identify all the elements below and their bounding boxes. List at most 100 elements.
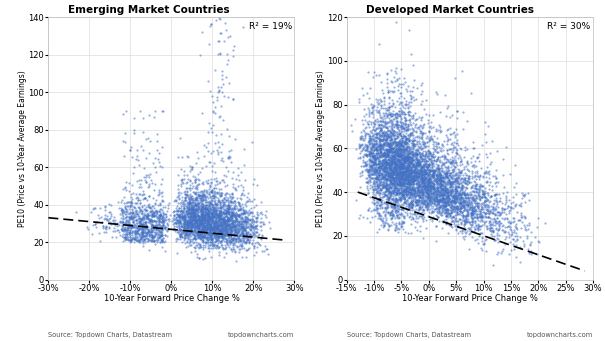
Point: [492, 180, 502, 185]
Point: [388, 193, 398, 198]
Point: [480, 213, 489, 219]
Point: [235, 208, 244, 213]
Point: [202, 229, 212, 235]
Point: [387, 170, 397, 176]
Point: [186, 207, 196, 213]
Point: [434, 199, 443, 205]
Point: [230, 213, 240, 218]
Point: [384, 147, 393, 152]
Point: [222, 227, 232, 233]
Point: [172, 250, 182, 256]
Point: [408, 162, 417, 167]
Point: [233, 223, 243, 228]
Point: [222, 209, 232, 215]
Point: [355, 100, 364, 105]
Point: [207, 187, 217, 193]
Point: [197, 230, 207, 236]
Point: [413, 138, 422, 144]
Point: [207, 214, 217, 219]
Point: [370, 169, 379, 175]
Point: [394, 139, 404, 144]
Point: [452, 209, 462, 214]
Point: [152, 211, 162, 216]
Point: [468, 163, 477, 168]
Point: [392, 163, 402, 169]
Point: [224, 223, 234, 228]
Point: [398, 153, 408, 158]
Point: [384, 104, 394, 110]
Point: [518, 192, 528, 197]
Point: [223, 232, 233, 237]
Point: [398, 148, 408, 153]
Point: [215, 216, 225, 222]
Point: [411, 165, 420, 170]
Point: [187, 213, 197, 219]
Point: [359, 137, 368, 143]
Point: [217, 131, 226, 136]
Point: [222, 51, 232, 57]
Point: [405, 150, 414, 156]
Point: [189, 217, 198, 223]
Point: [385, 94, 394, 100]
Point: [189, 227, 198, 233]
Point: [220, 219, 230, 224]
Point: [404, 188, 413, 194]
Point: [397, 100, 407, 105]
Point: [198, 218, 208, 223]
Point: [438, 197, 448, 202]
Point: [389, 132, 399, 138]
Point: [400, 197, 410, 202]
Point: [411, 165, 420, 170]
Point: [236, 223, 246, 229]
Point: [229, 213, 239, 218]
Point: [399, 165, 409, 170]
Point: [437, 168, 447, 174]
Point: [243, 219, 252, 224]
Point: [392, 116, 402, 121]
Point: [206, 239, 216, 245]
Point: [229, 200, 238, 206]
Point: [378, 117, 388, 122]
Point: [450, 202, 460, 207]
Point: [481, 168, 491, 174]
Point: [418, 189, 428, 194]
Point: [194, 200, 204, 206]
Point: [449, 188, 459, 193]
Point: [189, 212, 198, 217]
Point: [221, 194, 231, 199]
Point: [490, 219, 500, 225]
Point: [243, 229, 252, 235]
Point: [467, 215, 477, 221]
Point: [128, 225, 138, 230]
Point: [175, 220, 185, 226]
Point: [432, 180, 442, 186]
Point: [210, 194, 220, 199]
Point: [393, 158, 403, 163]
Point: [371, 179, 381, 185]
Point: [436, 205, 445, 210]
Point: [408, 175, 417, 180]
Point: [419, 212, 428, 218]
Point: [423, 183, 433, 188]
Point: [382, 139, 392, 145]
Point: [428, 179, 437, 184]
Point: [417, 135, 427, 140]
Point: [416, 175, 425, 181]
Point: [437, 204, 446, 209]
Point: [369, 147, 379, 152]
Point: [363, 180, 373, 186]
Point: [441, 173, 451, 178]
Point: [402, 117, 411, 122]
Point: [441, 174, 451, 179]
Point: [178, 214, 188, 219]
Point: [122, 232, 131, 237]
Point: [142, 231, 151, 236]
Point: [390, 181, 400, 186]
Point: [411, 199, 420, 205]
Point: [388, 153, 397, 159]
Point: [193, 217, 203, 222]
Point: [371, 137, 381, 142]
Point: [226, 236, 236, 242]
Point: [205, 204, 215, 209]
Point: [453, 211, 463, 217]
